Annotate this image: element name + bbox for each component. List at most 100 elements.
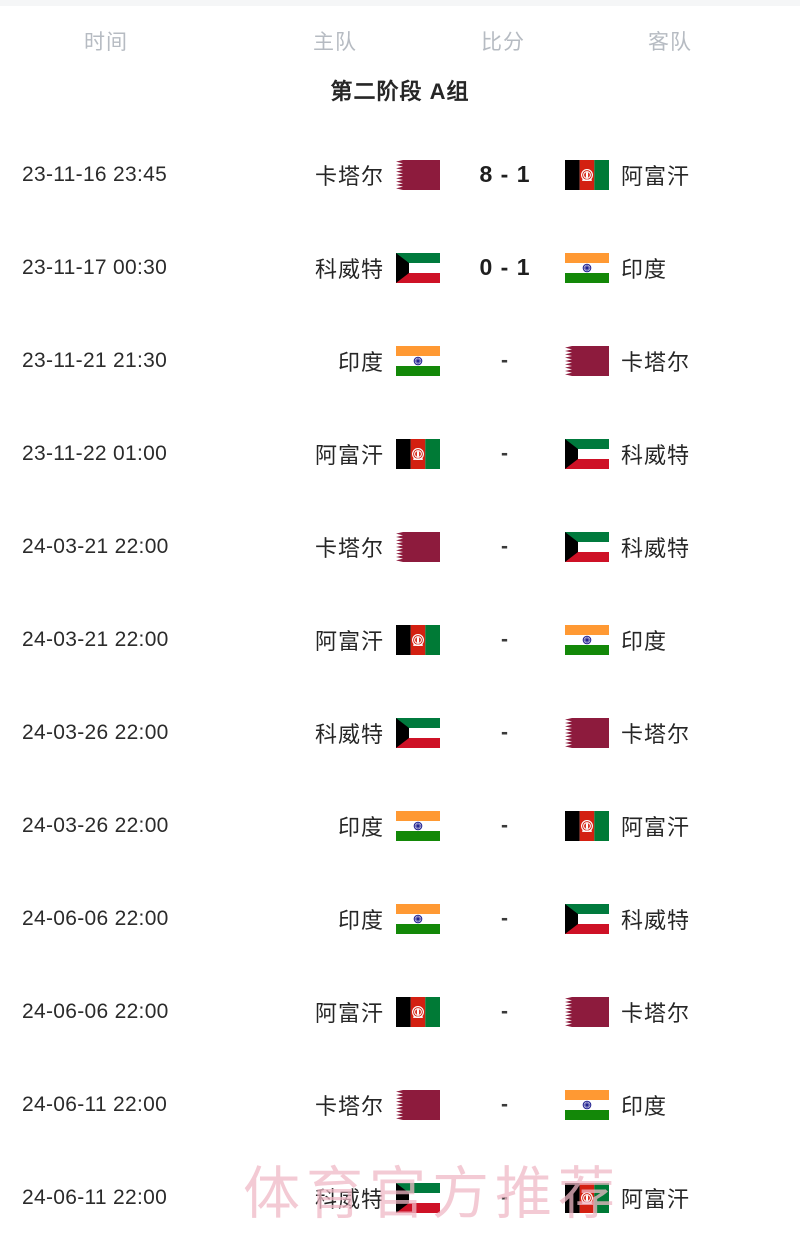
match-list: 23-11-16 23:45 卡塔尔 8 - 1 阿富汗 23-11-17 00:30 科… xyxy=(0,128,800,1233)
column-header-time: 时间 xyxy=(84,31,128,54)
kuwait-flag-icon xyxy=(396,717,440,748)
match-time: 24-06-06 22:00 xyxy=(22,906,169,930)
home-team-cell[interactable]: 科威特 xyxy=(240,686,440,779)
india-flag-icon xyxy=(396,810,440,841)
away-team-name: 科威特 xyxy=(621,442,691,468)
match-row[interactable]: 24-06-06 22:00 阿富汗 - 卡塔尔 xyxy=(0,965,800,1058)
match-score: - xyxy=(501,999,509,1023)
afghanistan-flag-icon xyxy=(565,1182,609,1213)
away-team-name: 阿富汗 xyxy=(621,814,691,840)
away-team-cell[interactable]: 科威特 xyxy=(565,872,785,965)
away-team-cell[interactable]: 卡塔尔 xyxy=(565,686,785,779)
away-team-cell[interactable]: 科威特 xyxy=(565,407,785,500)
match-time: 24-06-06 22:00 xyxy=(22,999,169,1023)
away-team-name: 阿富汗 xyxy=(621,1186,691,1212)
home-team-name: 印度 xyxy=(337,907,384,933)
qatar-flag-icon xyxy=(396,159,440,190)
away-team-cell[interactable]: 阿富汗 xyxy=(565,1151,785,1233)
home-team-name: 阿富汗 xyxy=(314,1000,384,1026)
home-team-cell[interactable]: 卡塔尔 xyxy=(240,500,440,593)
kuwait-flag-icon xyxy=(565,531,609,562)
qatar-flag-icon xyxy=(396,531,440,562)
qatar-flag-icon xyxy=(565,717,609,748)
home-team-name: 印度 xyxy=(337,814,384,840)
home-team-cell[interactable]: 阿富汗 xyxy=(240,593,440,686)
home-team-cell[interactable]: 科威特 xyxy=(240,1151,440,1233)
match-row[interactable]: 23-11-17 00:30 科威特 0 - 1 印度 xyxy=(0,221,800,314)
match-score: 8 - 1 xyxy=(479,161,531,187)
match-score: 0 - 1 xyxy=(479,254,531,280)
qatar-flag-icon xyxy=(396,1089,440,1120)
qatar-flag-icon xyxy=(565,345,609,376)
match-time: 24-06-11 22:00 xyxy=(22,1092,168,1116)
match-row[interactable]: 24-03-26 22:00 印度 - 阿富汗 xyxy=(0,779,800,872)
match-score: - xyxy=(501,534,509,558)
away-team-name: 科威特 xyxy=(621,907,691,933)
match-score: - xyxy=(501,348,509,372)
match-score: - xyxy=(501,813,509,837)
home-team-cell[interactable]: 印度 xyxy=(240,872,440,965)
away-team-cell[interactable]: 印度 xyxy=(565,221,785,314)
home-team-name: 科威特 xyxy=(314,256,384,282)
afghanistan-flag-icon xyxy=(565,810,609,841)
home-team-cell[interactable]: 印度 xyxy=(240,779,440,872)
match-row[interactable]: 24-06-11 22:00 卡塔尔 - 印度 xyxy=(0,1058,800,1151)
away-team-cell[interactable]: 印度 xyxy=(565,1058,785,1151)
match-time: 23-11-21 21:30 xyxy=(22,348,168,372)
home-team-name: 阿富汗 xyxy=(314,442,384,468)
match-score: - xyxy=(501,906,509,930)
away-team-name: 印度 xyxy=(621,256,668,282)
match-time: 24-03-26 22:00 xyxy=(22,720,169,744)
column-header-row: 时间 主队 比分 客队 xyxy=(0,22,800,64)
home-team-cell[interactable]: 阿富汗 xyxy=(240,407,440,500)
afghanistan-flag-icon xyxy=(396,438,440,469)
home-team-name: 卡塔尔 xyxy=(314,535,384,561)
match-score: - xyxy=(501,1092,509,1116)
match-time: 23-11-17 00:30 xyxy=(22,255,168,279)
match-time: 23-11-16 23:45 xyxy=(22,162,168,186)
home-team-cell[interactable]: 印度 xyxy=(240,314,440,407)
home-team-name: 卡塔尔 xyxy=(314,1093,384,1119)
match-row[interactable]: 23-11-16 23:45 卡塔尔 8 - 1 阿富汗 xyxy=(0,128,800,221)
india-flag-icon xyxy=(396,345,440,376)
away-team-name: 卡塔尔 xyxy=(621,1000,691,1026)
away-team-name: 印度 xyxy=(621,1093,668,1119)
away-team-name: 科威特 xyxy=(621,535,691,561)
column-header-away: 客队 xyxy=(648,31,692,54)
afghanistan-flag-icon xyxy=(396,624,440,655)
away-team-name: 阿富汗 xyxy=(621,163,691,189)
home-team-cell[interactable]: 卡塔尔 xyxy=(240,128,440,221)
away-team-cell[interactable]: 印度 xyxy=(565,593,785,686)
away-team-name: 印度 xyxy=(621,628,668,654)
match-row[interactable]: 24-03-21 22:00 阿富汗 - 印度 xyxy=(0,593,800,686)
kuwait-flag-icon xyxy=(396,252,440,283)
away-team-cell[interactable]: 科威特 xyxy=(565,500,785,593)
home-team-cell[interactable]: 阿富汗 xyxy=(240,965,440,1058)
match-row[interactable]: 24-03-26 22:00 科威特 - 卡塔尔 xyxy=(0,686,800,779)
match-row[interactable]: 24-03-21 22:00 卡塔尔 - 科威特 xyxy=(0,500,800,593)
match-row[interactable]: 24-06-06 22:00 印度 - 科威特 xyxy=(0,872,800,965)
column-header-home: 主队 xyxy=(313,31,357,54)
match-time: 24-03-21 22:00 xyxy=(22,627,169,651)
kuwait-flag-icon xyxy=(565,903,609,934)
top-divider xyxy=(0,0,800,6)
match-row[interactable]: 24-06-11 22:00 科威特 - 阿富汗 xyxy=(0,1151,800,1233)
away-team-cell[interactable]: 卡塔尔 xyxy=(565,965,785,1058)
home-team-name: 印度 xyxy=(337,349,384,375)
away-team-cell[interactable]: 阿富汗 xyxy=(565,779,785,872)
away-team-cell[interactable]: 卡塔尔 xyxy=(565,314,785,407)
india-flag-icon xyxy=(396,903,440,934)
home-team-cell[interactable]: 科威特 xyxy=(240,221,440,314)
match-score: - xyxy=(501,1185,509,1209)
india-flag-icon xyxy=(565,1089,609,1120)
away-team-cell[interactable]: 阿富汗 xyxy=(565,128,785,221)
afghanistan-flag-icon xyxy=(565,159,609,190)
kuwait-flag-icon xyxy=(565,438,609,469)
match-row[interactable]: 23-11-21 21:30 印度 - 卡塔尔 xyxy=(0,314,800,407)
match-row[interactable]: 23-11-22 01:00 阿富汗 - 科威特 xyxy=(0,407,800,500)
away-team-name: 卡塔尔 xyxy=(621,349,691,375)
home-team-cell[interactable]: 卡塔尔 xyxy=(240,1058,440,1151)
group-title: 第二阶段 A组 xyxy=(330,79,470,104)
afghanistan-flag-icon xyxy=(396,996,440,1027)
